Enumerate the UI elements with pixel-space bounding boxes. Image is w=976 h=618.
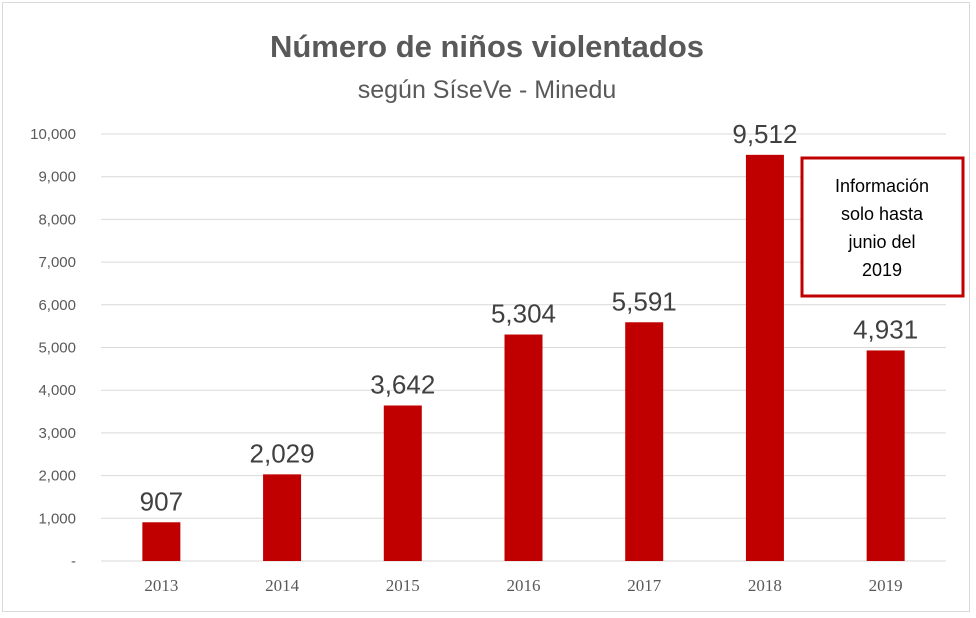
chart-title: Número de niños violentados (270, 29, 704, 64)
gridlines (101, 133, 946, 562)
annotation-box: Información solo hasta junio del 2019 (800, 156, 965, 298)
bar (263, 474, 302, 561)
y-tick-label: 9,000 (38, 169, 76, 186)
x-tick-label: 2015 (386, 576, 420, 595)
chart-subtitle: según SíseVe - Minedu (358, 76, 617, 104)
data-label: 4,931 (853, 314, 918, 344)
annotation-border (800, 156, 965, 298)
bar (142, 522, 181, 561)
x-tick-label: 2013 (144, 576, 178, 595)
annotation-line: 2019 (862, 260, 902, 280)
y-tick-label: 2,000 (38, 468, 76, 485)
data-labels: 907 2,029 3,642 5,304 5,591 9,512 4,931 (140, 119, 919, 516)
y-tick-label: 4,000 (38, 382, 76, 399)
y-tick-label: 1,000 (38, 510, 76, 527)
annotation-line: solo hasta (841, 204, 924, 224)
y-tick-label: 3,000 (38, 425, 76, 442)
chart-frame (2, 2, 970, 612)
data-label: 9,512 (732, 119, 797, 149)
data-label: 5,304 (491, 299, 556, 329)
bar (866, 350, 905, 561)
bar (504, 334, 543, 561)
data-label: 907 (140, 486, 183, 516)
data-label: 5,591 (612, 286, 677, 316)
annotation-line: junio del (847, 232, 915, 252)
y-tick-label: - (71, 553, 76, 570)
x-tick-label: 2014 (265, 576, 300, 595)
data-label: 3,642 (370, 369, 435, 399)
x-tick-label: 2019 (869, 576, 903, 595)
y-tick-label: 6,000 (38, 297, 76, 314)
bar (383, 405, 422, 561)
x-axis-ticks: 2013 2014 2015 2016 2017 2018 2019 (144, 576, 902, 595)
bars (142, 154, 905, 562)
y-tick-label: 7,000 (38, 254, 76, 271)
y-tick-label: 8,000 (38, 211, 76, 228)
x-tick-label: 2016 (507, 576, 541, 595)
bar (745, 154, 784, 562)
data-label: 2,029 (250, 438, 315, 468)
y-axis-ticks: - 1,000 2,000 3,000 4,000 5,000 6,000 7,000 8,00… (30, 126, 76, 570)
x-tick-label: 2017 (627, 576, 662, 595)
x-tick-label: 2018 (748, 576, 782, 595)
y-tick-label: 5,000 (38, 340, 76, 357)
y-tick-label: 10,000 (30, 126, 76, 143)
annotation-line: Información (835, 176, 929, 196)
bar (625, 322, 664, 561)
